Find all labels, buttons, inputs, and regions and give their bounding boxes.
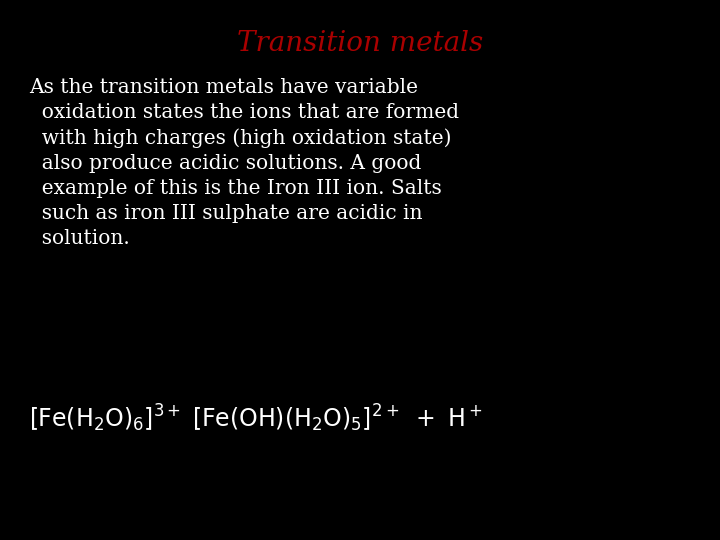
Text: As the transition metals have variable
  oxidation states the ions that are form: As the transition metals have variable o…	[29, 78, 459, 248]
Text: $\mathrm{[Fe(H_2O)_6]^{3+}\ [Fe(OH)(H_2O)_5]^{2+}\ +\ H^+}$: $\mathrm{[Fe(H_2O)_6]^{3+}\ [Fe(OH)(H_2O…	[29, 402, 482, 434]
Text: Transition metals: Transition metals	[237, 30, 483, 57]
